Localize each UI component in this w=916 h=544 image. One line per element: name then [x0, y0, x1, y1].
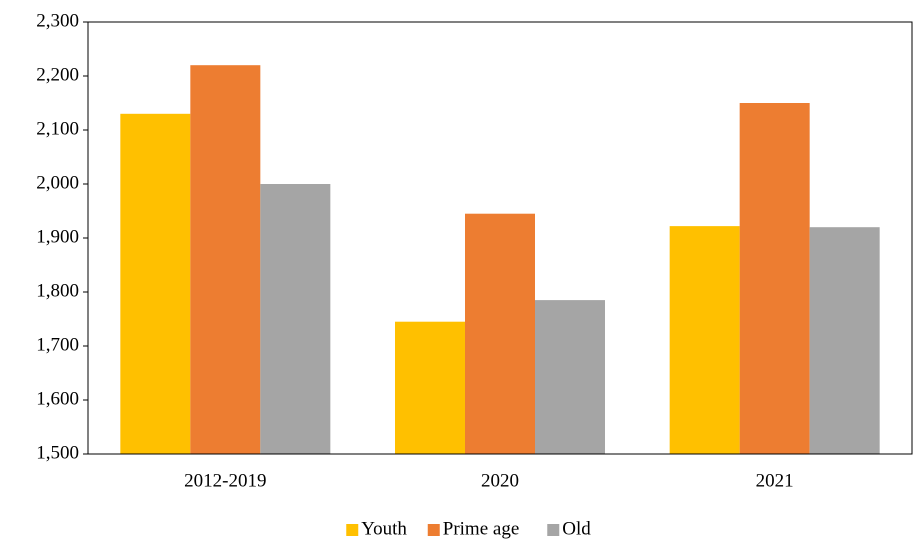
bar — [120, 113, 191, 455]
bar — [669, 226, 740, 454]
x-tick-label: 2021 — [756, 470, 794, 491]
y-tick-label: 2,100 — [36, 118, 79, 139]
y-tick-label: 1,600 — [36, 388, 79, 409]
legend-swatch — [547, 524, 560, 536]
bar — [260, 184, 331, 454]
x-tick-label: 2012-2019 — [184, 470, 266, 491]
y-tick-label: 2,300 — [36, 10, 79, 31]
bar — [395, 321, 465, 454]
y-tick-label: 2,200 — [36, 64, 79, 85]
bar — [465, 213, 535, 454]
y-tick-label: 1,700 — [36, 334, 79, 355]
y-tick-label: 1,900 — [36, 226, 79, 247]
y-tick-label: 1,500 — [36, 442, 79, 463]
y-tick-label: 2,000 — [36, 172, 79, 193]
legend-label: Old — [562, 518, 591, 539]
legend-swatch — [346, 524, 359, 536]
legend-label: Prime age — [443, 518, 520, 539]
bar — [535, 300, 605, 454]
legend-swatch — [427, 524, 440, 536]
bar — [739, 103, 810, 454]
bar — [809, 227, 880, 454]
y-tick-label: 1,800 — [36, 280, 79, 301]
bar — [190, 65, 261, 454]
x-tick-label: 2020 — [481, 470, 519, 491]
legend-label: Youth — [361, 518, 407, 539]
